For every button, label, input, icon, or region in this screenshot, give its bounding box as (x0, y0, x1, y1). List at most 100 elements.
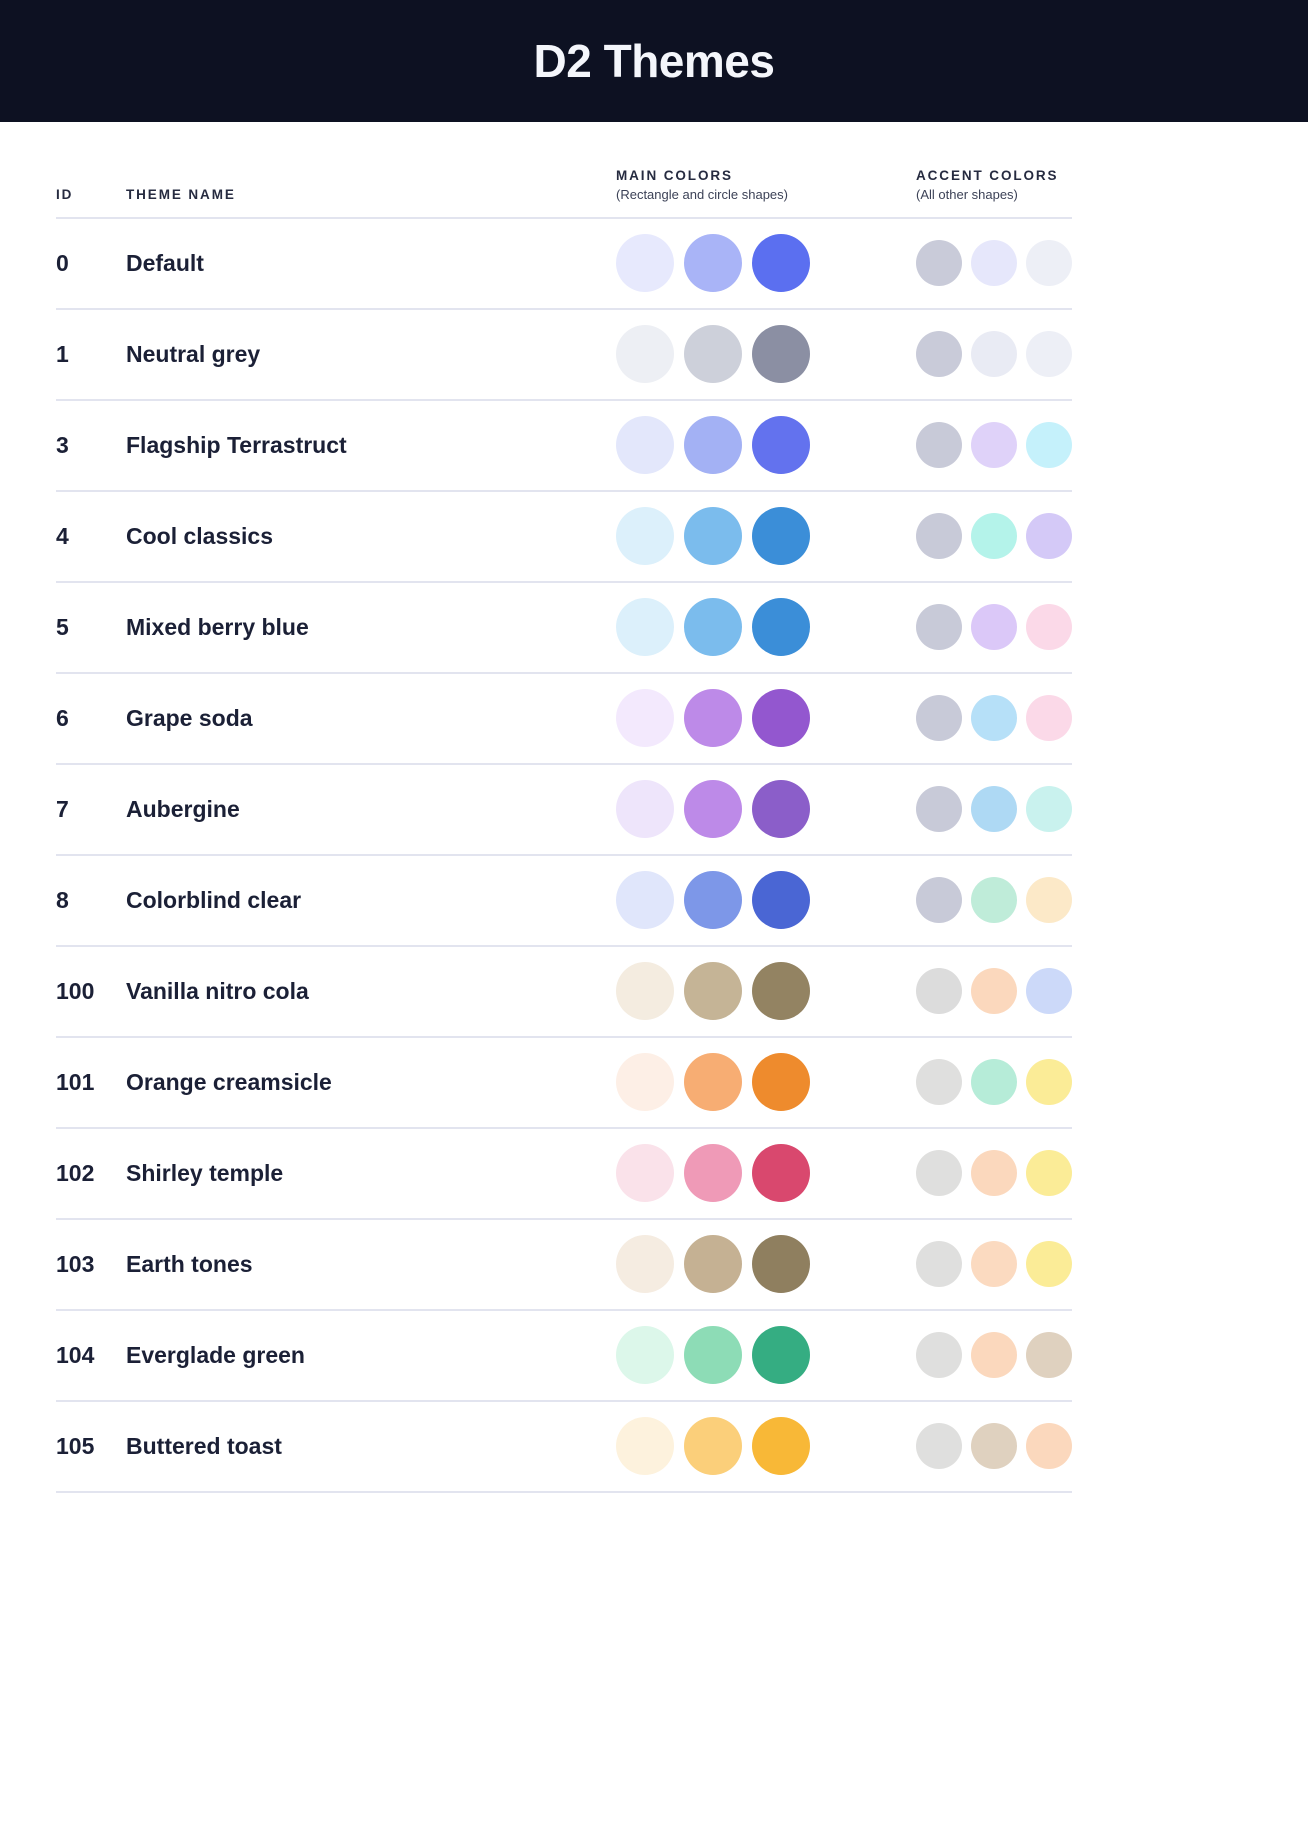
main-color-swatch[interactable] (684, 416, 742, 475)
main-color-swatch[interactable] (684, 1326, 742, 1385)
accent-color-swatch[interactable] (971, 877, 1017, 924)
accent-color-swatch[interactable] (971, 1059, 1017, 1106)
table-row[interactable]: 5 Mixed berry blue (56, 583, 1072, 674)
main-color-swatch[interactable] (616, 1417, 674, 1476)
accent-color-swatch[interactable] (1026, 604, 1072, 651)
main-color-swatch[interactable] (616, 416, 674, 475)
table-row[interactable]: 8 Colorblind clear (56, 856, 1072, 947)
main-color-swatch[interactable] (684, 1144, 742, 1203)
main-color-swatches (616, 1417, 916, 1476)
accent-color-swatch[interactable] (916, 786, 962, 833)
main-color-swatch[interactable] (616, 234, 674, 293)
accent-color-swatch[interactable] (1026, 695, 1072, 742)
accent-color-swatch[interactable] (971, 331, 1017, 378)
main-color-swatch[interactable] (616, 1053, 674, 1112)
accent-color-swatch[interactable] (1026, 1241, 1072, 1288)
accent-color-swatch[interactable] (971, 1423, 1017, 1470)
main-color-swatch[interactable] (684, 1053, 742, 1112)
accent-color-swatch[interactable] (916, 604, 962, 651)
main-color-swatch[interactable] (684, 598, 742, 657)
accent-color-swatch[interactable] (916, 513, 962, 560)
accent-color-swatch[interactable] (1026, 786, 1072, 833)
accent-color-swatch[interactable] (1026, 1332, 1072, 1379)
main-color-swatch[interactable] (684, 507, 742, 566)
accent-color-swatch[interactable] (916, 1150, 962, 1197)
main-color-swatch[interactable] (752, 507, 810, 566)
accent-color-swatch[interactable] (971, 604, 1017, 651)
table-row[interactable]: 100 Vanilla nitro cola (56, 947, 1072, 1038)
accent-color-swatch[interactable] (916, 331, 962, 378)
main-color-swatch[interactable] (616, 962, 674, 1021)
main-color-swatch[interactable] (684, 325, 742, 384)
main-color-swatch[interactable] (616, 689, 674, 748)
table-row[interactable]: 4 Cool classics (56, 492, 1072, 583)
table-row[interactable]: 104 Everglade green (56, 1311, 1072, 1402)
accent-color-swatch[interactable] (1026, 1150, 1072, 1197)
accent-color-swatch[interactable] (1026, 877, 1072, 924)
table-row[interactable]: 3 Flagship Terrastruct (56, 401, 1072, 492)
accent-color-swatch[interactable] (971, 1150, 1017, 1197)
accent-color-swatch[interactable] (916, 968, 962, 1015)
accent-color-swatch[interactable] (1026, 968, 1072, 1015)
accent-color-swatch[interactable] (1026, 422, 1072, 469)
main-color-swatch[interactable] (684, 234, 742, 293)
main-color-swatch[interactable] (752, 871, 810, 930)
table-row[interactable]: 103 Earth tones (56, 1220, 1072, 1311)
accent-color-swatch[interactable] (971, 1332, 1017, 1379)
table-row[interactable]: 102 Shirley temple (56, 1129, 1072, 1220)
main-color-swatch[interactable] (752, 1144, 810, 1203)
table-row[interactable]: 105 Buttered toast (56, 1402, 1072, 1493)
main-color-swatch[interactable] (616, 325, 674, 384)
main-color-swatch[interactable] (684, 962, 742, 1021)
main-color-swatch[interactable] (752, 416, 810, 475)
main-color-swatch[interactable] (752, 780, 810, 839)
accent-color-swatch[interactable] (971, 513, 1017, 560)
accent-color-swatch[interactable] (1026, 331, 1072, 378)
main-color-swatch[interactable] (616, 598, 674, 657)
main-color-swatch[interactable] (752, 1417, 810, 1476)
main-color-swatch[interactable] (616, 1235, 674, 1294)
accent-color-swatch[interactable] (971, 968, 1017, 1015)
table-row[interactable]: 7 Aubergine (56, 765, 1072, 856)
main-color-swatch[interactable] (684, 1235, 742, 1294)
main-color-swatch[interactable] (684, 871, 742, 930)
table-row[interactable]: 6 Grape soda (56, 674, 1072, 765)
main-color-swatch[interactable] (684, 1417, 742, 1476)
accent-color-swatch[interactable] (916, 1332, 962, 1379)
main-color-swatch[interactable] (684, 780, 742, 839)
main-color-swatch[interactable] (752, 1235, 810, 1294)
theme-name: Buttered toast (126, 1432, 282, 1459)
main-color-swatch[interactable] (684, 689, 742, 748)
main-color-swatch[interactable] (752, 325, 810, 384)
table-row[interactable]: 0 Default (56, 219, 1072, 310)
main-color-swatch[interactable] (616, 1144, 674, 1203)
accent-color-swatch[interactable] (971, 422, 1017, 469)
accent-color-swatch[interactable] (916, 1059, 962, 1106)
accent-color-swatch[interactable] (971, 695, 1017, 742)
main-color-swatch[interactable] (616, 1326, 674, 1385)
accent-color-swatch[interactable] (1026, 513, 1072, 560)
accent-color-swatch[interactable] (916, 695, 962, 742)
accent-color-swatch[interactable] (1026, 1059, 1072, 1106)
main-color-swatch[interactable] (752, 598, 810, 657)
main-color-swatch[interactable] (616, 871, 674, 930)
accent-color-swatch[interactable] (916, 1241, 962, 1288)
accent-color-swatch[interactable] (916, 1423, 962, 1470)
table-row[interactable]: 1 Neutral grey (56, 310, 1072, 401)
accent-color-swatch[interactable] (1026, 240, 1072, 287)
main-color-swatch[interactable] (752, 234, 810, 293)
main-color-swatch[interactable] (616, 780, 674, 839)
accent-color-swatch[interactable] (971, 240, 1017, 287)
accent-color-swatch[interactable] (916, 422, 962, 469)
table-row[interactable]: 101 Orange creamsicle (56, 1038, 1072, 1129)
main-color-swatch[interactable] (752, 1326, 810, 1385)
accent-color-swatch[interactable] (916, 877, 962, 924)
accent-color-swatch[interactable] (971, 1241, 1017, 1288)
main-color-swatch[interactable] (616, 507, 674, 566)
accent-color-swatch[interactable] (916, 240, 962, 287)
main-color-swatch[interactable] (752, 962, 810, 1021)
main-color-swatch[interactable] (752, 1053, 810, 1112)
accent-color-swatch[interactable] (1026, 1423, 1072, 1470)
main-color-swatch[interactable] (752, 689, 810, 748)
accent-color-swatch[interactable] (971, 786, 1017, 833)
